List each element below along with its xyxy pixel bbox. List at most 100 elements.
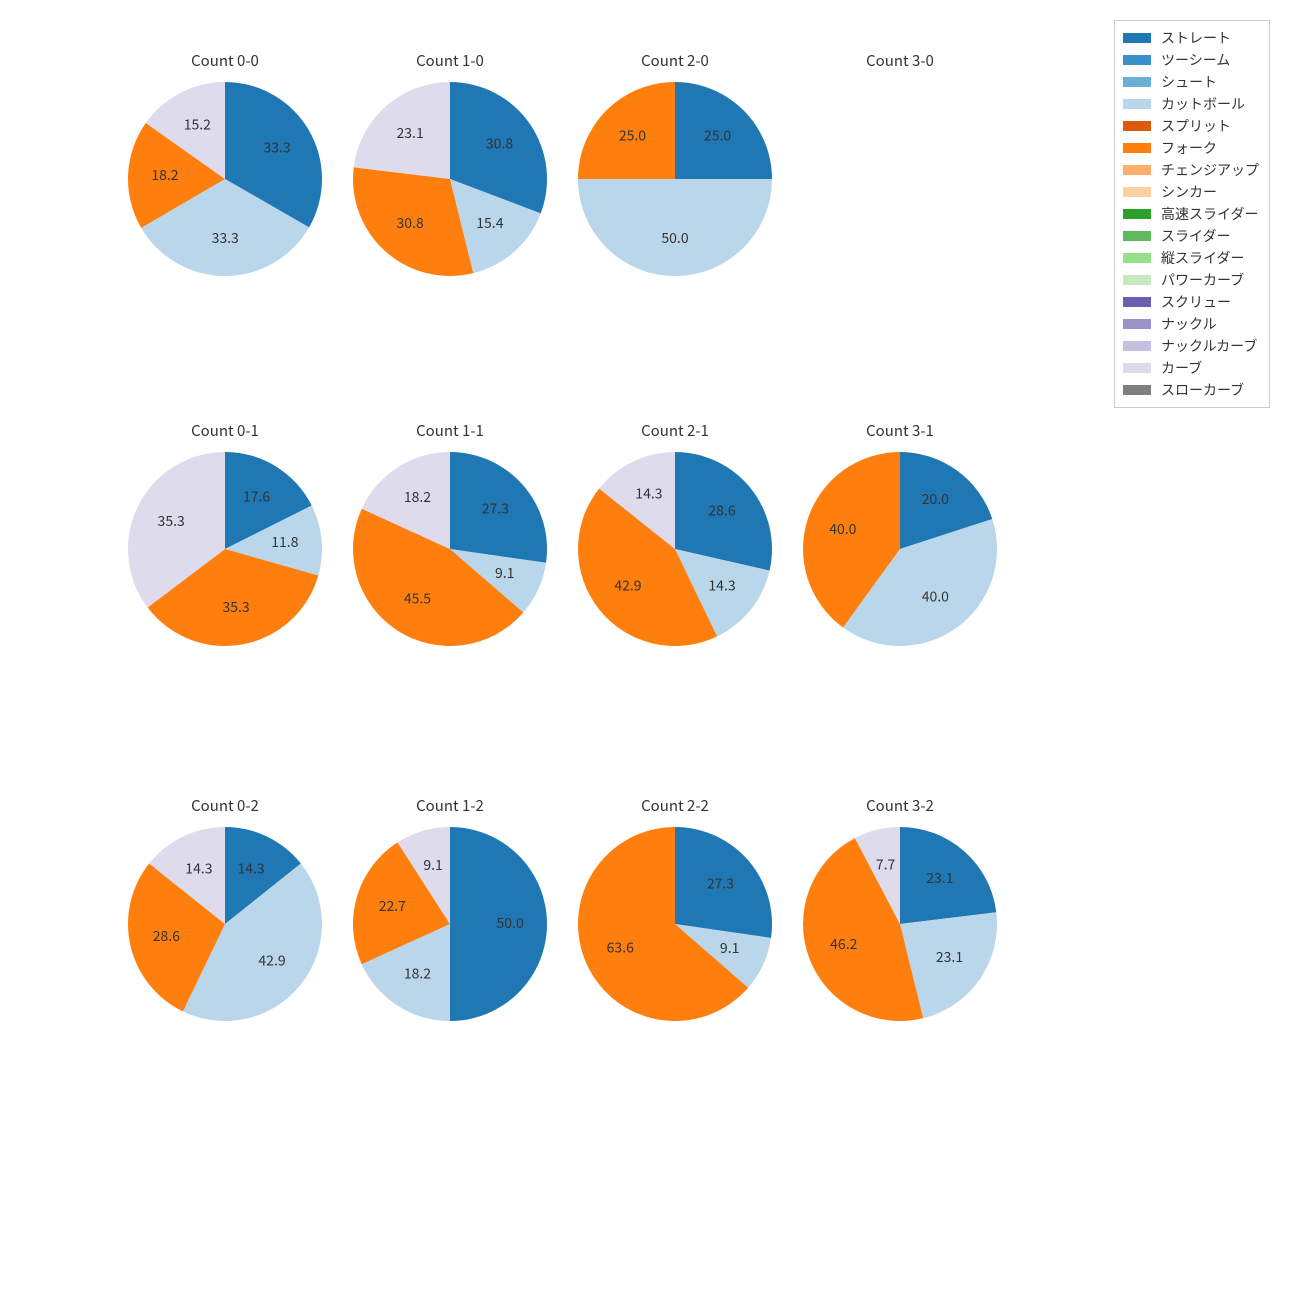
legend-label: カーブ [1161, 358, 1202, 378]
pie-count-1-2: Count 1-2 50.0 18.2 22.7 9.1 [340, 795, 560, 1026]
pie-slice-label: 15.4 [476, 213, 503, 233]
pie-chart: 27.39.145.518.2 [348, 447, 552, 651]
pie-slice-label: 14.3 [237, 859, 264, 879]
pie-slice-label: 35.3 [158, 511, 185, 531]
pie-count-2-2: Count 2-2 27.3 9.1 63.6 [565, 795, 785, 1026]
legend-swatch [1123, 275, 1151, 285]
pie-chart: 50.0 18.2 22.7 9.1 [348, 822, 552, 1026]
legend-swatch [1123, 319, 1151, 329]
pie-title: Count 2-1 [565, 420, 785, 441]
legend-label: ナックルカーブ [1161, 336, 1257, 356]
pie-slice-label: 18.2 [404, 487, 431, 507]
pie-slice-label: 23.1 [936, 947, 963, 967]
pie-count-2-0: Count 2-025.050.025.0 [565, 50, 785, 281]
pie-slice-label: 42.9 [258, 950, 285, 970]
pie-slice-label: 50.0 [497, 913, 524, 933]
legend-swatch [1123, 33, 1151, 43]
legend-item: スクリュー [1123, 291, 1259, 313]
pie-title: Count 2-2 [565, 795, 785, 816]
pie-slice-label: 14.3 [708, 575, 735, 595]
pie-slice-label: 22.7 [379, 896, 406, 916]
pie-slice-label: 11.8 [271, 532, 298, 552]
pie-slice-label: 42.9 [614, 575, 641, 595]
pie-chart [798, 77, 1002, 281]
legend-label: ストレート [1161, 28, 1231, 48]
pie-count-3-0: Count 3-0 [790, 50, 1010, 281]
legend-label: スローカーブ [1161, 380, 1244, 400]
pie-title: Count 2-0 [565, 50, 785, 71]
pie-chart: 30.8 15.4 30.8 23.1 [348, 77, 552, 281]
pie-slice-label: 63.6 [607, 938, 634, 958]
pie-title: Count 1-1 [340, 420, 560, 441]
pie-slice-label: 20.0 [922, 489, 949, 509]
pie-title: Count 0-1 [115, 420, 335, 441]
pie-slice-label: 28.6 [153, 926, 180, 946]
pie-slice-label: 15.2 [184, 114, 211, 134]
pie-slice-label: 23.1 [926, 868, 953, 888]
pie-title: Count 1-2 [340, 795, 560, 816]
pie-slice-label: 23.1 [397, 123, 424, 143]
legend-item: シンカー [1123, 181, 1259, 203]
legend-label: スプリット [1161, 116, 1231, 136]
pie-slice-label: 46.2 [830, 934, 857, 954]
pie-count-0-1: Count 0-1 17.6 11.8 35.3 35.3 [115, 420, 335, 651]
pie-slice-label: 27.3 [707, 873, 734, 893]
pie-title: Count 3-1 [790, 420, 1010, 441]
pie-slice-label: 9.1 [495, 563, 514, 583]
legend-label: シュート [1161, 72, 1217, 92]
pie-slice-label: 30.8 [486, 134, 513, 154]
pie-slice-label: 40.0 [922, 586, 949, 606]
pie-chart: 33.333.318.215.2 [123, 77, 327, 281]
legend-swatch [1123, 99, 1151, 109]
pie-slice-label: 28.6 [708, 500, 735, 520]
pie-slice-label: 14.3 [635, 484, 662, 504]
legend-label: フォーク [1161, 138, 1217, 158]
legend-label: 縦スライダー [1161, 248, 1244, 268]
pie-chart: 17.6 11.8 35.3 35.3 [123, 447, 327, 651]
legend-item: チェンジアップ [1123, 159, 1259, 181]
pie-chart: 28.6 14.3 42.9 14.3 [573, 447, 777, 651]
pie-slice-label: 25.0 [619, 125, 646, 145]
legend-swatch [1123, 165, 1151, 175]
legend-label: スライダー [1161, 226, 1230, 246]
pie-chart: 27.3 9.1 63.6 [573, 822, 777, 1026]
legend-item: 縦スライダー [1123, 247, 1259, 269]
pie-slice-label: 33.3 [212, 228, 239, 248]
pie-slice-label: 7.7 [876, 854, 896, 874]
legend-swatch [1123, 55, 1151, 65]
legend-swatch [1123, 187, 1151, 197]
legend-item: ツーシーム [1123, 49, 1259, 71]
legend-label: ツーシーム [1161, 50, 1230, 70]
legend-item: スライダー [1123, 225, 1259, 247]
pie-slice-label: 9.1 [720, 938, 739, 958]
pie-slice-label: 35.3 [222, 597, 249, 617]
legend-item: スローカーブ [1123, 379, 1259, 401]
legend-item: ストレート [1123, 27, 1259, 49]
pie-count-0-0: Count 0-033.333.318.215.2 [115, 50, 335, 281]
pie-count-0-2: Count 0-2 14.3 42.9 28.6 14.3 [115, 795, 335, 1026]
pie-count-1-1: Count 1-1 27.39.145.518.2 [340, 420, 560, 651]
pie-slice-label: 9.1 [423, 855, 442, 875]
pie-slice-label: 14.3 [185, 859, 212, 879]
legend-label: シンカー [1161, 182, 1217, 202]
legend-swatch [1123, 385, 1151, 395]
legend: ストレートツーシームシュートカットボールスプリットフォークチェンジアップシンカー… [1114, 20, 1270, 408]
legend-item: ナックルカーブ [1123, 335, 1259, 357]
legend-label: チェンジアップ [1161, 160, 1259, 180]
pie-title: Count 0-0 [115, 50, 335, 71]
pie-title: Count 0-2 [115, 795, 335, 816]
pie-slice-label: 18.2 [404, 963, 431, 983]
pie-count-3-2: Count 3-2 23.1 23.1 46.2 7.7 [790, 795, 1010, 1026]
legend-swatch [1123, 363, 1151, 373]
pie-slice-label: 17.6 [243, 487, 270, 507]
pie-chart: 23.1 23.1 46.2 7.7 [798, 822, 1002, 1026]
legend-swatch [1123, 341, 1151, 351]
pie-count-3-1: Count 3-120.040.040.0 [790, 420, 1010, 651]
pie-slice-label: 25.0 [704, 125, 731, 145]
legend-item: ナックル [1123, 313, 1259, 335]
pie-title: Count 3-2 [790, 795, 1010, 816]
pie-slice-label: 30.8 [397, 213, 424, 233]
legend-swatch [1123, 143, 1151, 153]
legend-label: 高速スライダー [1161, 204, 1258, 224]
pie-slice-label: 18.2 [151, 165, 178, 185]
